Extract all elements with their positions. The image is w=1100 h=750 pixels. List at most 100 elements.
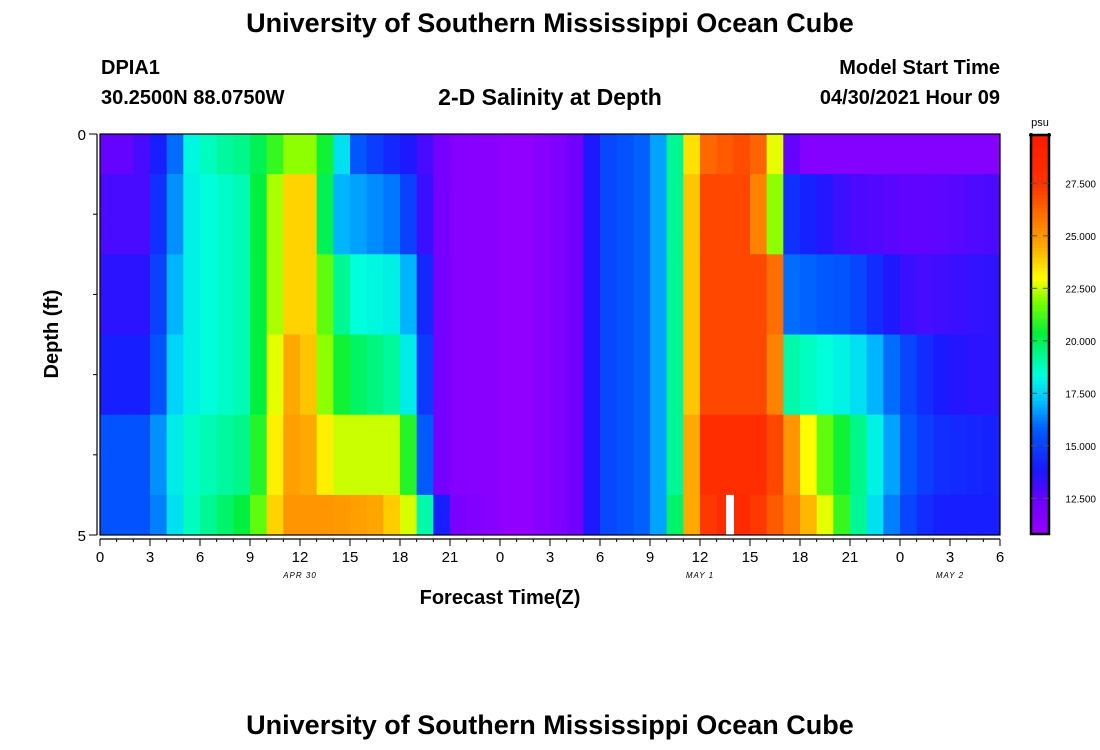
heatmap-cell <box>833 494 851 536</box>
heatmap-cell <box>150 334 168 416</box>
colorbar-swatch <box>1031 401 1049 405</box>
heatmap-cell <box>200 334 218 416</box>
heatmap-cell <box>533 254 551 335</box>
heatmap-cell <box>766 254 784 335</box>
heatmap-cell <box>316 254 334 335</box>
y-axis-label: Depth (ft) <box>41 290 63 379</box>
heatmap-cell <box>216 494 234 536</box>
heatmap-cell <box>583 174 601 255</box>
heatmap-cell <box>866 254 884 335</box>
heatmap-cell <box>833 174 851 255</box>
heatmap-cell <box>683 414 701 496</box>
heatmap-cell <box>666 414 684 496</box>
heatmap-cell <box>583 494 601 536</box>
heatmap-cell <box>700 334 718 416</box>
heatmap-cell <box>466 254 484 335</box>
heatmap-cell <box>616 414 634 496</box>
heatmap-cell <box>250 494 268 536</box>
heatmap-cell <box>300 174 318 255</box>
x-tick-label: 12 <box>692 549 709 566</box>
heatmap-cell <box>950 494 968 536</box>
colorbar-swatch <box>1031 420 1049 425</box>
heatmap-cell <box>950 414 968 496</box>
heatmap-cell <box>500 494 518 536</box>
heatmap-cell <box>983 414 1001 496</box>
heatmap-cell <box>950 334 968 416</box>
heatmap-cell <box>183 254 201 335</box>
heatmap-cell <box>433 134 451 175</box>
colorbar-swatch <box>1031 301 1049 306</box>
heatmap-cell <box>733 174 751 255</box>
heatmap-cell <box>450 414 468 496</box>
model-start-value: 04/30/2021 Hour 09 <box>819 87 1000 109</box>
heatmap-cell <box>166 414 184 496</box>
heatmap-cell <box>933 414 951 496</box>
heatmap-cell <box>933 254 951 335</box>
colorbar-swatch <box>1031 344 1049 349</box>
heatmap-cell <box>400 494 418 536</box>
colorbar-swatch <box>1031 347 1049 352</box>
colorbar-swatch <box>1031 274 1049 279</box>
heatmap-cell <box>883 134 901 175</box>
heatmap-cell <box>216 254 234 335</box>
heatmap-cell <box>966 134 984 175</box>
colorbar-swatch <box>1031 337 1049 342</box>
page-footer-title: University of Southern Mississippi Ocean… <box>246 710 854 740</box>
heatmap-cell <box>633 414 651 496</box>
heatmap-cell <box>750 134 768 175</box>
heatmap-cell <box>583 134 601 175</box>
heatmap-cell <box>116 334 134 416</box>
heatmap-cell <box>866 414 884 496</box>
colorbar-swatch <box>1031 264 1049 269</box>
heatmap-cell <box>400 254 418 335</box>
heatmap-cell <box>383 254 401 335</box>
heatmap-cell <box>783 254 801 335</box>
plot-frame <box>99 133 1001 536</box>
heatmap-cell <box>700 414 718 496</box>
heatmap-cell <box>633 254 651 335</box>
colorbar-swatch <box>1031 198 1049 203</box>
x-tick-label: 15 <box>742 549 759 566</box>
colorbar-swatch <box>1031 384 1049 389</box>
colorbar-tick-label: 20.000 <box>1065 337 1096 348</box>
heatmap-cell <box>616 254 634 335</box>
heatmap-cell <box>850 254 868 335</box>
heatmap-cell <box>383 414 401 496</box>
colorbar-swatch <box>1031 224 1049 229</box>
x-tick-label: 9 <box>246 549 254 566</box>
heatmap-cell <box>616 174 634 255</box>
colorbar-swatch <box>1031 480 1049 485</box>
heatmap-cell <box>216 134 234 175</box>
heatmap-cell <box>633 334 651 416</box>
colorbar-swatch <box>1031 391 1049 395</box>
colorbar-swatch <box>1031 407 1049 412</box>
heatmap-cell <box>133 254 151 335</box>
heatmap-cell <box>383 334 401 416</box>
colorbar-swatch <box>1031 201 1049 206</box>
heatmap-cell <box>283 174 301 255</box>
colorbar-swatch <box>1031 141 1049 146</box>
heatmap-cell <box>416 174 434 255</box>
heatmap-cell <box>800 334 818 416</box>
heatmap-cell <box>233 414 251 496</box>
heatmap-cell <box>750 494 768 536</box>
heatmap-cell <box>216 174 234 255</box>
heatmap-cells <box>100 134 1001 536</box>
colorbar-swatch <box>1031 530 1049 535</box>
colorbar-swatch <box>1031 367 1049 372</box>
colorbar-swatch <box>1031 437 1049 442</box>
heatmap-cell <box>400 334 418 416</box>
colorbar-swatch <box>1031 440 1049 445</box>
colorbar-swatch <box>1031 291 1049 296</box>
heatmap-cell <box>866 494 884 536</box>
heatmap-cell <box>816 174 834 255</box>
heatmap-cell <box>100 494 118 536</box>
colorbar-swatch <box>1031 477 1049 482</box>
colorbar-swatch <box>1031 148 1049 153</box>
colorbar: psu 12.500 15.000 17.500 20.000 22.500 25.000 2… <box>1029 117 1096 536</box>
colorbar-swatch <box>1031 168 1049 173</box>
heatmap-cell <box>183 494 201 536</box>
heatmap-cell <box>733 494 751 536</box>
heatmap-cell <box>983 334 1001 416</box>
colorbar-tick-label: 12.500 <box>1065 494 1096 505</box>
